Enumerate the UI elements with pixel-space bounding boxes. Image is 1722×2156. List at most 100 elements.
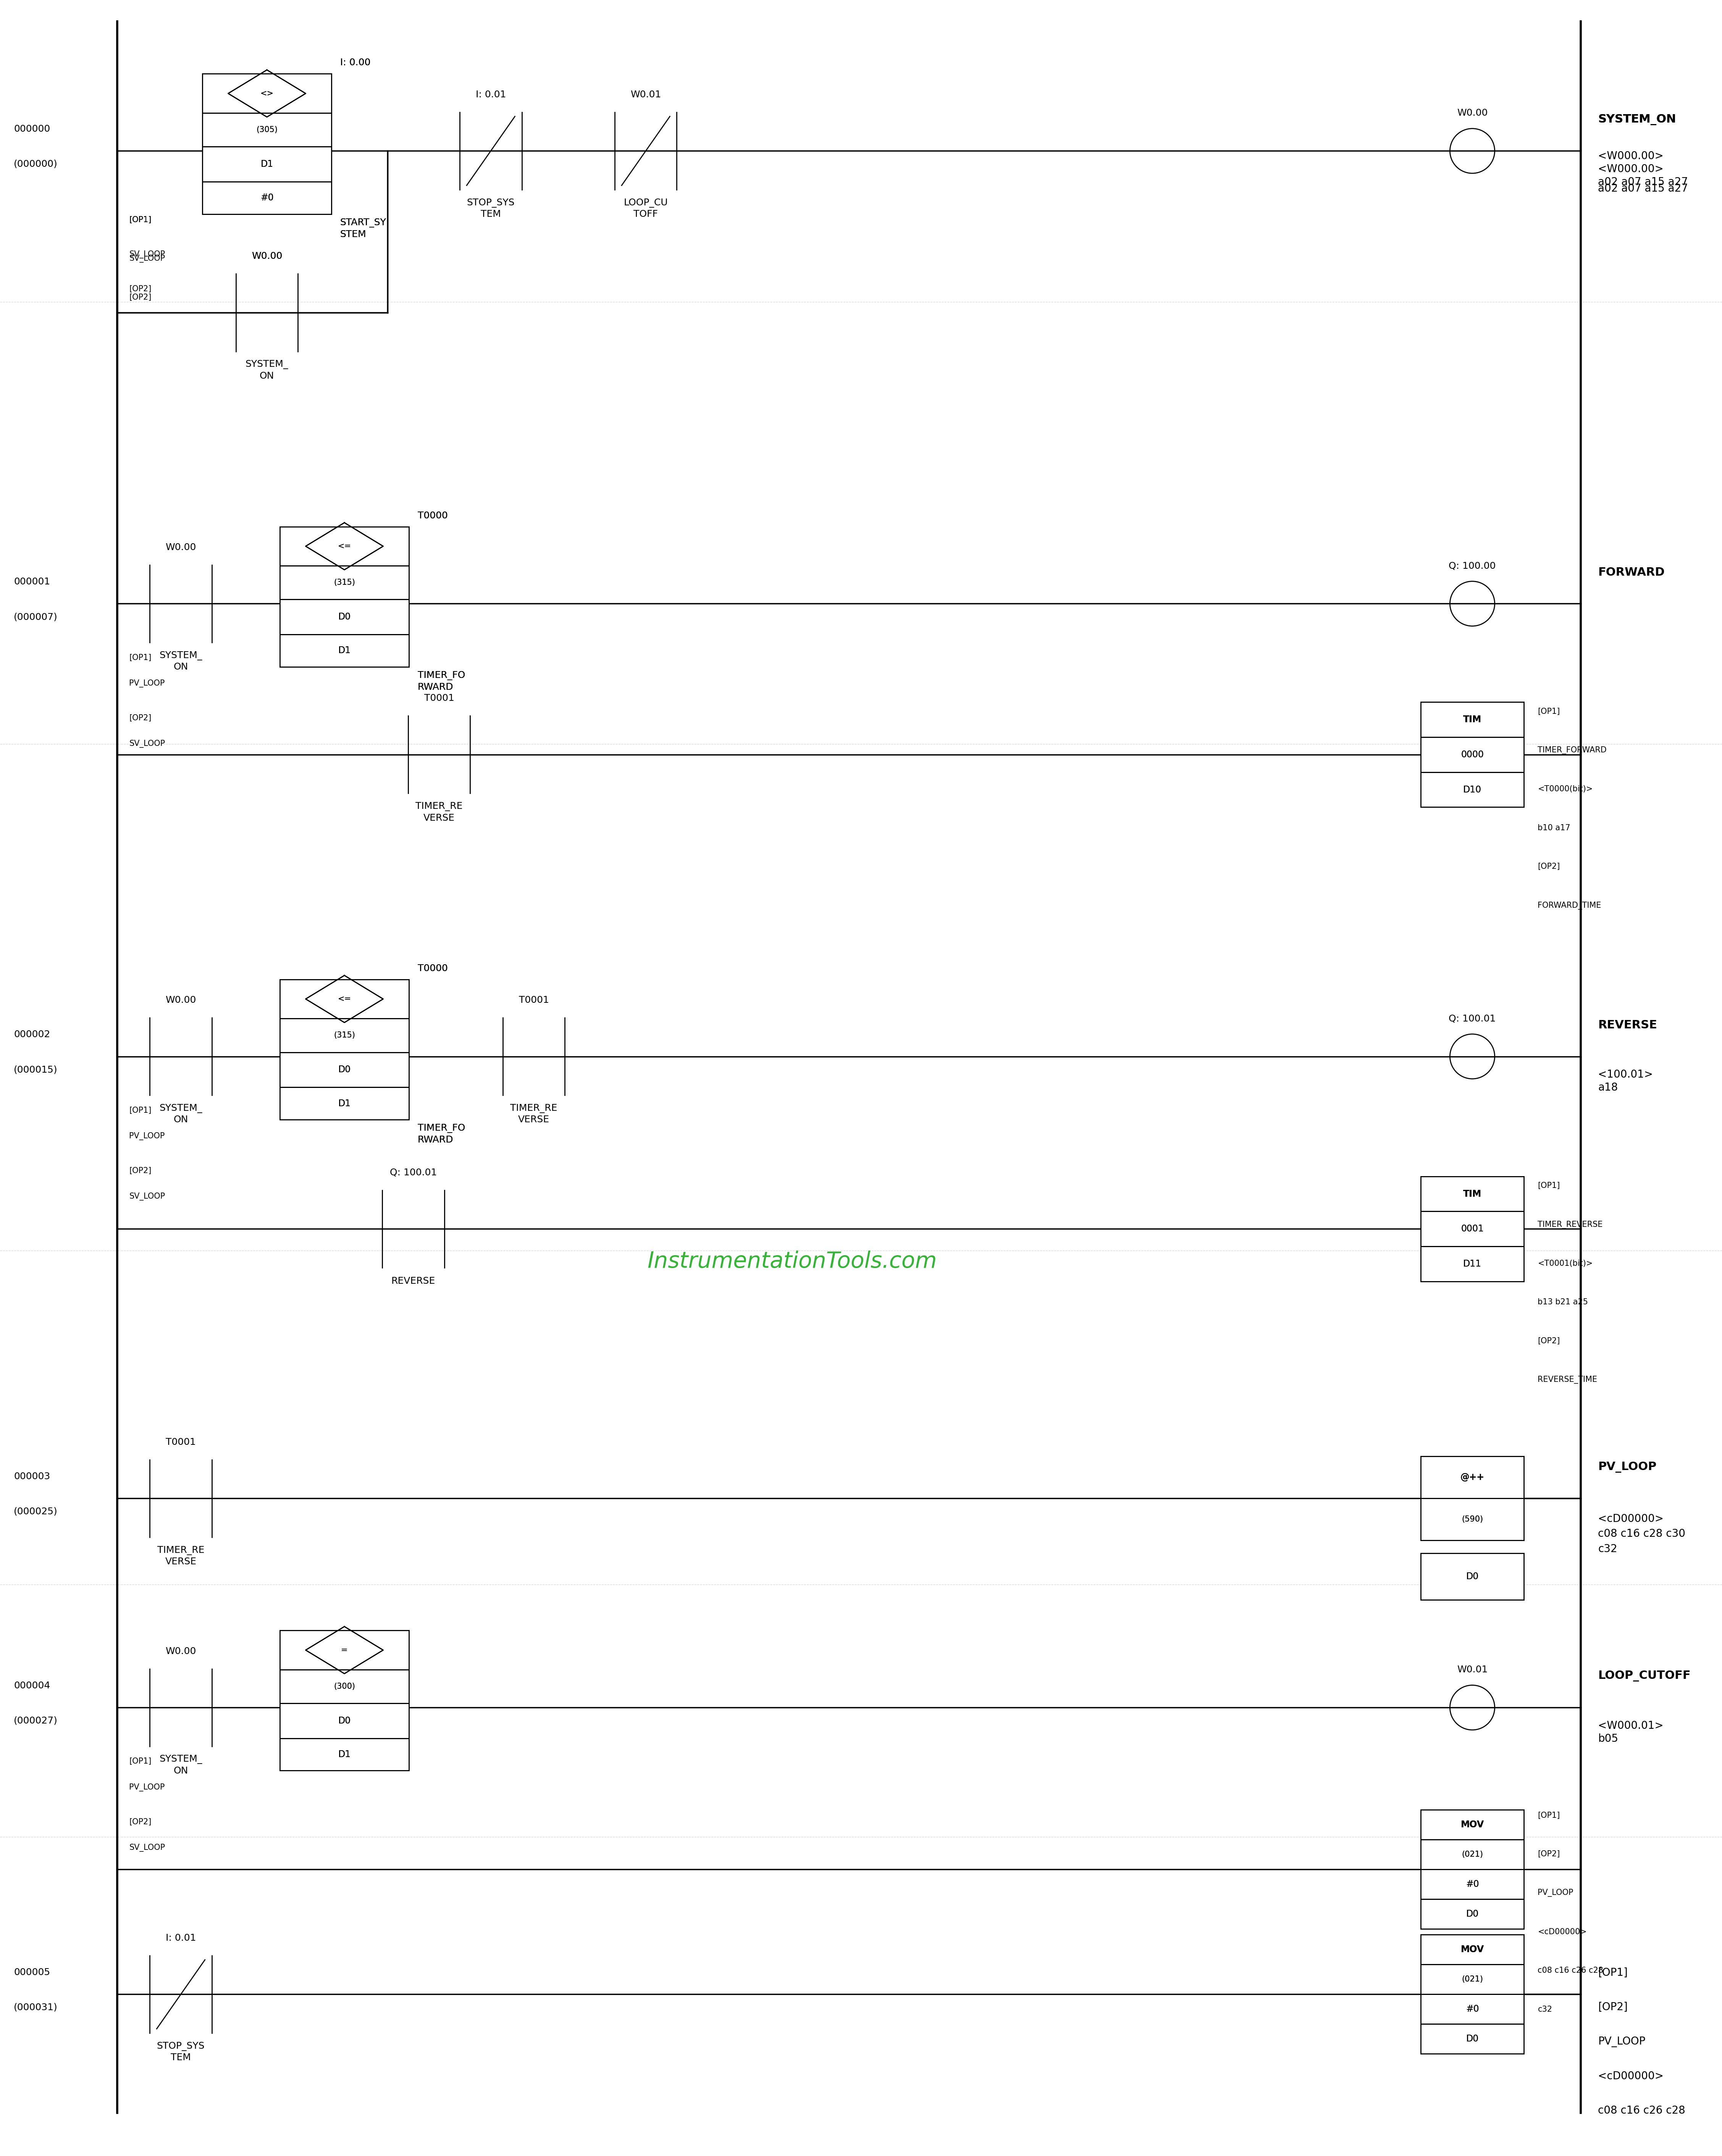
Text: PV_LOOP: PV_LOOP (129, 1783, 165, 1792)
Text: (315): (315) (334, 1031, 355, 1039)
Text: 000000: 000000 (14, 125, 50, 134)
Text: TIMER_FORWARD: TIMER_FORWARD (1538, 746, 1607, 755)
Text: (305): (305) (257, 125, 277, 134)
Bar (1421, 1552, 1524, 1600)
Text: START_SY
STEM: START_SY STEM (339, 218, 386, 239)
Text: TIMER_FO
RWARD: TIMER_FO RWARD (417, 1123, 465, 1145)
Text: REVERSE: REVERSE (1598, 1020, 1657, 1031)
Text: D0: D0 (1465, 2035, 1479, 2044)
Text: [OP2]: [OP2] (1538, 1337, 1560, 1345)
Text: (590): (590) (1462, 1516, 1483, 1524)
Text: (300): (300) (334, 1682, 355, 1690)
Text: (021): (021) (1462, 1975, 1483, 1984)
Text: STOP_SYS
TEM: STOP_SYS TEM (157, 2042, 205, 2063)
Text: #0: #0 (1465, 1880, 1479, 1889)
Text: #0: #0 (1465, 1880, 1479, 1889)
Bar (279, 1630, 410, 1770)
Text: SV_LOOP: SV_LOOP (129, 254, 165, 263)
Text: <>: <> (260, 91, 274, 97)
Text: <T0001(bit)>: <T0001(bit)> (1538, 1259, 1593, 1268)
Text: Q: 100.01: Q: 100.01 (389, 1169, 437, 1177)
Bar (1421, 1457, 1524, 1539)
Text: D0: D0 (338, 1716, 351, 1725)
Text: b10 a17: b10 a17 (1538, 824, 1570, 832)
Text: W0.00: W0.00 (1457, 108, 1488, 119)
Text: D0: D0 (338, 1065, 351, 1074)
Text: c08 c16 c26 c28: c08 c16 c26 c28 (1598, 2106, 1686, 2115)
Text: b13 b21 a25: b13 b21 a25 (1538, 1298, 1588, 1307)
Text: (590): (590) (1462, 1516, 1483, 1524)
Text: REVERSE_TIME: REVERSE_TIME (1538, 1376, 1598, 1384)
Bar (203, 73, 331, 213)
Text: @++: @++ (1460, 1473, 1484, 1481)
Text: T0001: T0001 (424, 694, 455, 703)
Text: <W000.00>: <W000.00> (1598, 151, 1663, 162)
Text: D0: D0 (338, 612, 351, 621)
Text: D0: D0 (1465, 1572, 1479, 1580)
Text: 000003: 000003 (14, 1473, 50, 1481)
Text: START_SY
STEM: START_SY STEM (339, 218, 386, 239)
Text: =: = (341, 1647, 348, 1654)
Text: Q: 100.01: Q: 100.01 (1448, 1013, 1496, 1024)
Bar (203, 73, 331, 213)
Text: 0000: 0000 (1460, 750, 1484, 759)
Text: [OP2]: [OP2] (1598, 2003, 1627, 2012)
Text: <cD00000>: <cD00000> (1598, 1514, 1663, 1524)
Text: (315): (315) (334, 578, 355, 586)
Text: [OP2]: [OP2] (129, 1818, 152, 1826)
Text: W0.00: W0.00 (165, 1647, 196, 1656)
Text: 000004: 000004 (14, 1682, 50, 1690)
Bar (279, 979, 410, 1119)
Text: SYSTEM_
ON: SYSTEM_ ON (160, 1104, 201, 1125)
Text: D1: D1 (338, 647, 351, 655)
Text: =: = (341, 1647, 348, 1654)
Text: MOV: MOV (1460, 1820, 1484, 1828)
Text: MOV: MOV (1460, 1945, 1484, 1953)
Text: 000002: 000002 (14, 1031, 50, 1039)
Text: PV_LOOP: PV_LOOP (1598, 1462, 1657, 1473)
Bar (1421, 1457, 1524, 1539)
Text: (000027): (000027) (14, 1716, 57, 1725)
Text: D0: D0 (338, 1065, 351, 1074)
Text: [OP1]: [OP1] (129, 1757, 152, 1766)
Text: D1: D1 (338, 1100, 351, 1108)
Text: MOV: MOV (1460, 1945, 1484, 1953)
Text: <100.01>: <100.01> (1598, 1069, 1653, 1080)
Text: [OP2]: [OP2] (129, 714, 152, 722)
Bar (279, 526, 410, 666)
Text: SYSTEM_ON: SYSTEM_ON (1598, 114, 1676, 125)
Text: D1: D1 (260, 160, 274, 168)
Text: D0: D0 (338, 1716, 351, 1725)
Bar (1421, 1177, 1524, 1281)
Text: [OP1]: [OP1] (1538, 1811, 1560, 1820)
Text: TIM: TIM (1464, 716, 1481, 724)
Text: FORWARD_TIME: FORWARD_TIME (1538, 901, 1601, 910)
Text: PV_LOOP: PV_LOOP (1538, 1889, 1574, 1897)
Text: [OP1]: [OP1] (1598, 1968, 1627, 1977)
Text: (000000): (000000) (14, 160, 57, 168)
Text: (021): (021) (1462, 1850, 1483, 1858)
Text: REVERSE: REVERSE (391, 1276, 436, 1285)
Text: D10: D10 (1464, 785, 1481, 793)
Text: TIM: TIM (1464, 1190, 1481, 1199)
Text: InstrumentationTools.com: InstrumentationTools.com (647, 1250, 937, 1272)
Text: SYSTEM_
ON: SYSTEM_ ON (246, 360, 288, 382)
Text: D1: D1 (260, 160, 274, 168)
Text: #0: #0 (1465, 2005, 1479, 2014)
Text: D11: D11 (1464, 1259, 1481, 1268)
Text: T0000: T0000 (417, 964, 448, 972)
Text: #0: #0 (1465, 2005, 1479, 2014)
Bar (1421, 1552, 1524, 1600)
Text: [OP1]: [OP1] (1538, 707, 1560, 716)
Text: c32: c32 (1598, 1544, 1617, 1554)
Text: SV_LOOP: SV_LOOP (129, 250, 165, 259)
Text: D1: D1 (338, 647, 351, 655)
Text: (021): (021) (1462, 1975, 1483, 1984)
Text: W0.00: W0.00 (251, 252, 282, 261)
Text: D1: D1 (338, 1751, 351, 1759)
Text: W0.00: W0.00 (165, 543, 196, 552)
Text: TIMER_RE
VERSE: TIMER_RE VERSE (510, 1104, 558, 1125)
Bar (1421, 1809, 1524, 1930)
Text: FORWARD: FORWARD (1598, 567, 1665, 578)
Text: T0001: T0001 (518, 996, 549, 1005)
